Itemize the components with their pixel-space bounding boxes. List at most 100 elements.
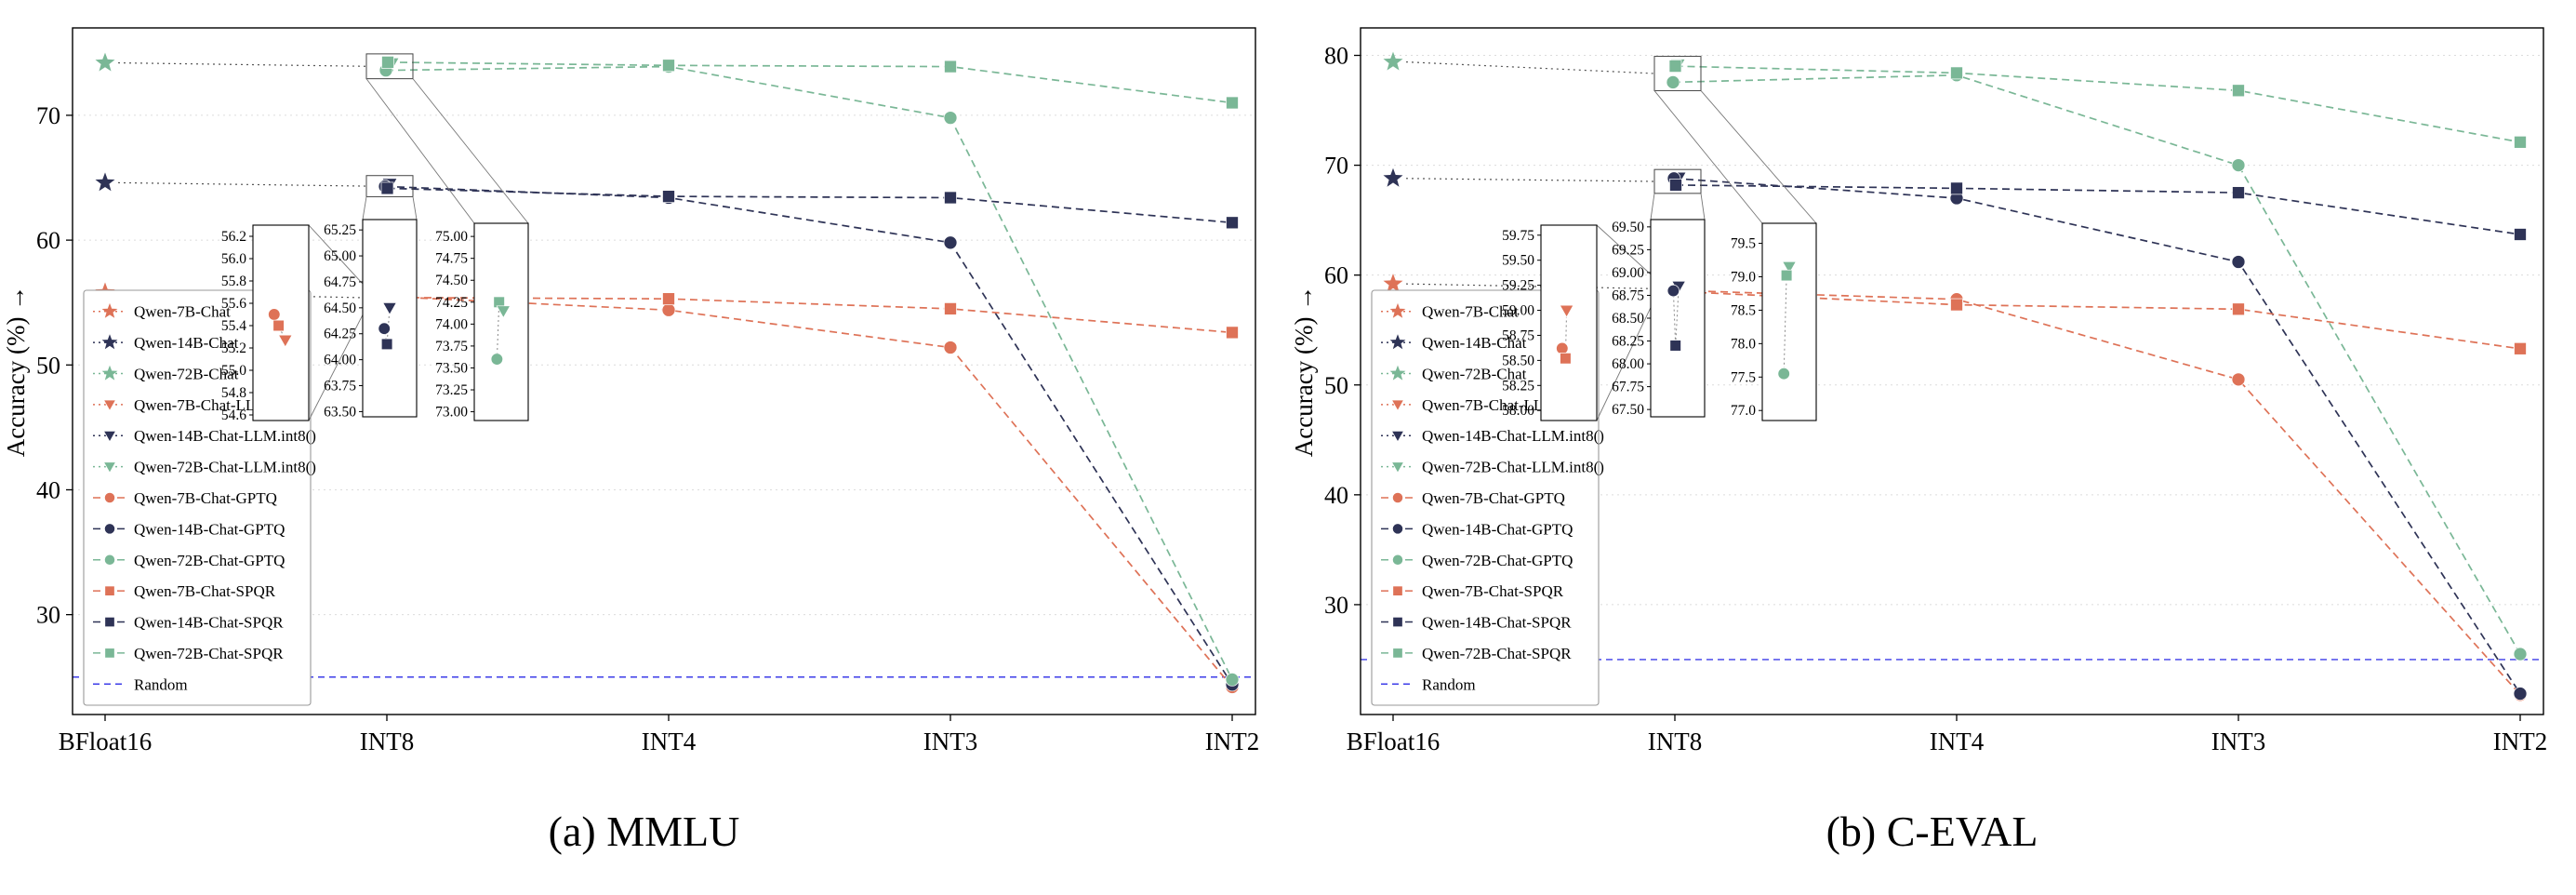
inset-tick-label: 65.00 xyxy=(324,248,356,264)
figure: Qwen-7B-Chat Qwen-14B-Chat Qwen-72B-Chat Qw… xyxy=(2,27,2547,855)
y-axis-label: Accuracy (%) → xyxy=(2,286,30,457)
y-tick-label: 80 xyxy=(1324,43,1348,70)
square-marker xyxy=(1392,648,1403,659)
triangle-marker xyxy=(1390,431,1405,443)
inset-tick-label: 67.75 xyxy=(1612,380,1644,395)
legend-label: Qwen-7B-Chat xyxy=(134,303,231,321)
x-tick-label: BFloat16 xyxy=(59,728,153,755)
inset-tick-label: 74.75 xyxy=(435,251,468,267)
series-line xyxy=(387,296,1233,334)
inset-tick-label: 55.6 xyxy=(221,296,246,312)
x-tick-label: INT3 xyxy=(923,728,977,755)
series-line xyxy=(1673,177,2521,695)
square-marker xyxy=(1226,326,1239,340)
star-marker xyxy=(101,334,118,350)
star-marker xyxy=(101,302,118,318)
series xyxy=(1383,51,2528,702)
inset-tick-label: 63.50 xyxy=(324,404,356,420)
y-tick-label: 60 xyxy=(36,227,60,254)
series-line xyxy=(1672,73,2521,655)
inset-tick-label: 58.25 xyxy=(1502,378,1534,394)
star-marker xyxy=(1389,365,1406,381)
square-marker xyxy=(104,616,115,628)
inset-axes: 59.75 59.50 59.25 59.00 58.75 58.50 58.25 58.00 xyxy=(1502,224,1598,421)
x-tick-label: INT8 xyxy=(360,728,414,755)
square-marker xyxy=(2232,186,2245,199)
circle-marker xyxy=(1666,284,1680,298)
mmlu-chart: Qwen-7B-Chat Qwen-14B-Chat Qwen-72B-Chat Qw… xyxy=(2,27,1259,755)
x-tick-label: INT8 xyxy=(1648,728,1702,755)
inset-tick-label: 64.00 xyxy=(324,353,356,368)
inset-tick-label: 68.75 xyxy=(1612,287,1644,303)
inset-axes: 65.25 65.00 64.75 64.50 64.25 64.00 63.75 63.50 xyxy=(324,219,418,420)
square-marker xyxy=(272,319,285,332)
y-axis-label: Accuracy (%) → xyxy=(1290,286,1318,457)
square-marker xyxy=(104,648,115,659)
circle-marker xyxy=(2231,158,2246,172)
triangle-marker xyxy=(1390,399,1405,411)
square-marker xyxy=(1392,616,1403,628)
inset-tick-label: 64.50 xyxy=(324,301,356,316)
y-tick-label: 30 xyxy=(1324,592,1348,619)
inset-tick-label: 73.75 xyxy=(435,339,468,354)
square-marker xyxy=(1226,216,1239,230)
square-marker xyxy=(2514,341,2527,355)
series-line xyxy=(383,295,1233,688)
zoom-connector-line xyxy=(1700,193,1706,220)
star-marker xyxy=(95,52,115,72)
series-line xyxy=(1674,290,2521,350)
square-marker xyxy=(1226,96,1239,110)
circle-marker xyxy=(1666,75,1680,89)
square-marker xyxy=(944,60,957,73)
x-tick-label: INT2 xyxy=(1205,728,1259,755)
zoom-rect xyxy=(365,53,414,80)
inset-tick-label: 73.50 xyxy=(435,360,468,376)
square-marker xyxy=(1392,585,1403,596)
star-marker xyxy=(1389,302,1406,318)
circle-marker xyxy=(490,353,504,366)
zoom-connector-line xyxy=(412,196,418,220)
triangle-marker xyxy=(496,305,511,319)
series-line xyxy=(387,61,1233,104)
inset-tick-label: 55.8 xyxy=(221,274,246,289)
inset-tick-label: 64.75 xyxy=(324,274,356,290)
inset-axes: 75.00 74.75 74.50 74.25 74.00 73.75 73.50 73.25… xyxy=(435,222,529,421)
square-marker xyxy=(380,338,393,351)
inset-tick-label: 75.00 xyxy=(435,229,468,245)
square-marker xyxy=(1560,353,1572,365)
square-marker xyxy=(1950,66,1963,80)
inset-tick-label: 58.00 xyxy=(1502,403,1534,419)
series-line xyxy=(1671,289,2521,696)
zoom-connector-line xyxy=(365,78,475,224)
circle-marker xyxy=(943,341,958,354)
square-marker xyxy=(1780,269,1793,282)
inset-tick-label: 77.5 xyxy=(1731,369,1756,385)
zoom-connector-line xyxy=(308,307,367,421)
circle-marker xyxy=(1777,367,1790,381)
inset-tick-label: 73.25 xyxy=(435,382,468,398)
legend-label: Qwen-14B-Chat xyxy=(134,334,239,352)
y-tick-label: 40 xyxy=(1324,482,1348,509)
inset-tick-label: 54.6 xyxy=(221,407,246,423)
star-marker xyxy=(1383,274,1403,292)
inset-tick-label: 79.5 xyxy=(1731,236,1756,252)
inset-tick-label: 78.5 xyxy=(1731,302,1756,318)
inset-tick-label: 55.4 xyxy=(221,318,246,334)
axes: 30 40 50 60 70 80 BFloat16 INT8 INT4 INT3 INT2 Accu… xyxy=(1290,27,2547,755)
square-marker xyxy=(104,585,115,596)
legend-label: Qwen-72B-Chat-SPQR xyxy=(134,645,284,662)
circle-marker xyxy=(1392,554,1403,566)
y-tick-label: 70 xyxy=(1324,153,1348,180)
zoom-connector-line xyxy=(308,224,367,288)
series-line xyxy=(387,187,1233,224)
square-marker xyxy=(2514,135,2527,149)
legend-label: Qwen-72B-Chat-SPQR xyxy=(1422,645,1572,662)
x-tick-label: BFloat16 xyxy=(1347,728,1441,755)
inset-tick-label: 59.25 xyxy=(1502,278,1534,294)
circle-marker xyxy=(2231,372,2246,387)
circle-marker xyxy=(1392,523,1403,535)
star-marker xyxy=(1383,167,1403,187)
y-tick-label: 30 xyxy=(36,602,60,629)
circle-marker xyxy=(1392,492,1403,503)
square-marker xyxy=(2232,84,2245,98)
